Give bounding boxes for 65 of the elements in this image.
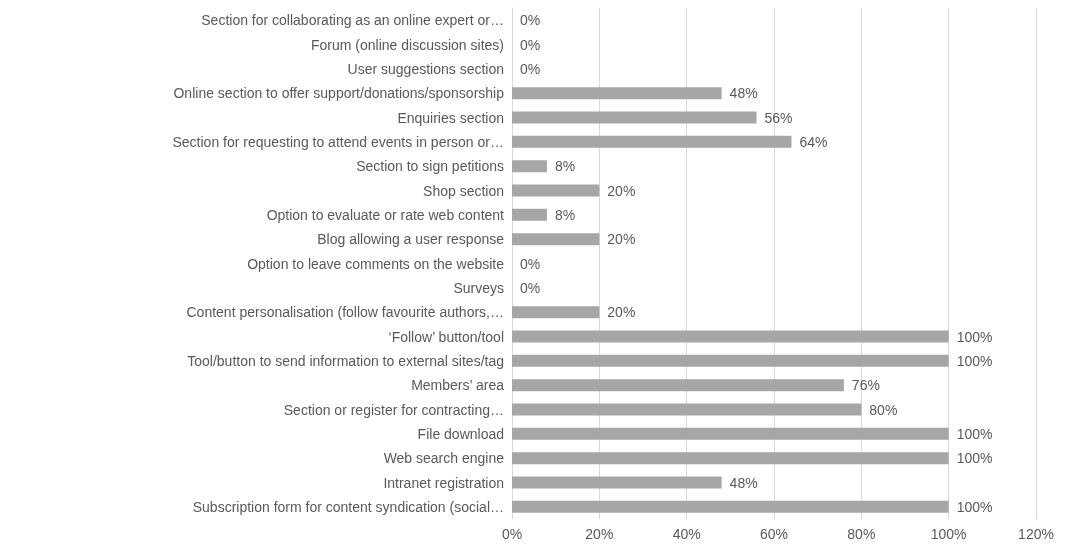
data-label: 100% [956,352,993,369]
data-label: 0% [520,255,541,272]
data-label: 80% [869,401,898,418]
data-label: 100% [956,425,993,442]
x-tick-label: 0% [501,526,523,542]
bar [512,452,949,465]
y-tick-label: Surveys [453,279,504,296]
y-tick-label: File download [417,425,504,442]
bar [512,233,600,246]
bar [512,500,949,513]
y-tick-label: Members’ area [411,377,505,394]
y-tick-label: ‘Follow’ button/tool [388,328,504,345]
bar [512,208,547,221]
data-label: 0% [520,36,541,53]
y-tick-label: Option to leave comments on the website [247,255,505,272]
bar [512,306,600,319]
bar [512,403,862,416]
y-tick-label: Section for requesting to attend events in person or… [172,133,504,150]
x-tick-label: 100% [930,526,967,542]
y-tick-label: Forum (online discussion sites) [311,36,504,53]
data-label: 0% [520,279,541,296]
bar [512,330,949,343]
data-label: 100% [956,450,993,467]
y-tick-label: Blog allowing a user response [317,231,505,248]
data-label: 48% [729,474,758,491]
y-tick-label: Section for collaborating as an online expert or… [201,12,504,29]
bar [512,379,844,392]
data-label: 20% [607,304,636,321]
data-label: 0% [520,12,541,29]
bar [512,135,792,148]
data-label: 64% [799,133,828,150]
y-tick-label: Online section to offer support/donations/sponsorship [173,85,505,102]
y-tick-label: Section to sign petitions [356,158,504,175]
data-label: 0% [520,60,541,77]
bar [512,184,600,197]
y-tick-label: Section or register for contracting… [283,401,504,418]
y-tick-label: Enquiries section [397,109,504,126]
x-tick-label: 60% [759,526,789,542]
data-label: 8% [554,158,576,175]
bar [512,111,757,124]
data-label: 76% [851,377,880,394]
y-tick-label: Intranet registration [383,474,504,491]
bar [512,427,949,440]
x-tick-label: 40% [672,526,701,542]
data-label: 100% [956,498,993,515]
y-tick-label: Option to evaluate or rate web content [266,206,505,223]
y-tick-label: Content personalisation (follow favourite authors,… [186,304,504,321]
bar [512,160,547,173]
y-tick-label: User suggestions section [347,60,504,77]
data-label: 20% [607,182,636,199]
y-tick-label: Shop section [423,182,504,199]
y-tick-label: Tool/button to send information to external sites/tag [187,352,504,369]
bar [512,87,722,100]
bar [512,354,949,367]
data-label: 56% [764,109,793,126]
bar [512,476,722,489]
y-tick-label: Web search engine [383,450,505,467]
data-label: 48% [729,85,758,102]
x-tick-label: 20% [585,526,614,542]
data-label: 100% [956,328,993,345]
data-label: 20% [607,231,636,248]
x-tick-label: 120% [1018,526,1054,542]
x-tick-label: 80% [847,526,876,542]
data-label: 8% [554,206,576,223]
y-tick-label: Subscription form for content syndication (social… [192,498,504,515]
